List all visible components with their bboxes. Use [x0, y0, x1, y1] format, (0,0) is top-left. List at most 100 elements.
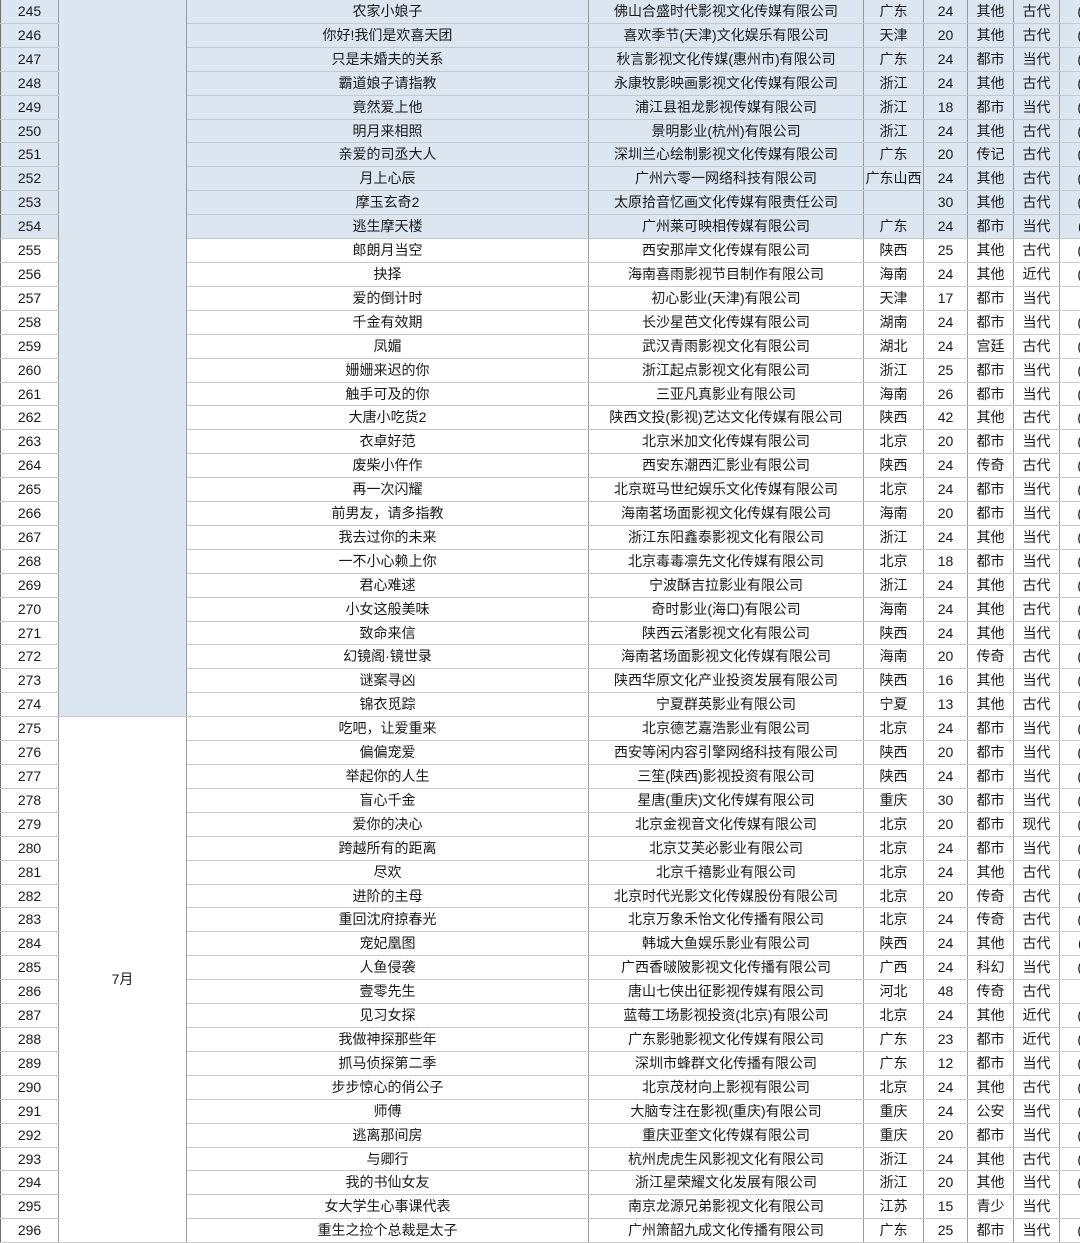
drama-title: 大唐小吃货2 — [187, 406, 589, 430]
era: 当代 — [1014, 788, 1060, 812]
drama-title: 师傅 — [187, 1099, 589, 1123]
production-company: 北京毒毒凛先文化传媒有限公司 — [589, 549, 864, 573]
episode-count: 24 — [924, 836, 968, 860]
genre: 都市 — [968, 765, 1014, 789]
genre: 其他 — [968, 597, 1014, 621]
production-company: 广州箫韶九成文化传播有限公司 — [589, 1219, 864, 1243]
production-company: 西安那岸文化传媒有限公司 — [589, 239, 864, 263]
era: 当代 — [1014, 525, 1060, 549]
license-number: (粤)网微剧审字(2023)第008号 — [1060, 167, 1080, 191]
license-number: (浙)网微剧审字(2023)第050号 — [1060, 95, 1080, 119]
province: 广东 — [864, 1051, 924, 1075]
drama-title: 亲爱的司丞大人 — [187, 143, 589, 167]
genre: 传奇 — [968, 908, 1014, 932]
episode-count: 17 — [924, 286, 968, 310]
production-company: 太原拾音忆画文化传媒有限责任公司 — [589, 191, 864, 215]
province: 陕西 — [864, 765, 924, 789]
row-index: 258 — [1, 310, 59, 334]
drama-title: 我的书仙女友 — [187, 1171, 589, 1195]
drama-title: 我做神探那些年 — [187, 1027, 589, 1051]
production-company: 北京艾芙必影业有限公司 — [589, 836, 864, 860]
drama-title: 月上心辰 — [187, 167, 589, 191]
province — [864, 191, 924, 215]
genre: 都市 — [968, 1027, 1014, 1051]
episode-count: 42 — [924, 406, 968, 430]
month-group-label: 7月 — [59, 717, 187, 1243]
province: 广东山西 — [864, 167, 924, 191]
genre: 传奇 — [968, 454, 1014, 478]
license-number: (浙)网微剧审字(2023)第056号 — [1060, 1171, 1080, 1195]
license-number: (渝)网微剧审字(2023)第003号 — [1060, 1099, 1080, 1123]
genre: 其他 — [968, 1147, 1014, 1171]
license-number: (琼)网微剧审字(2023)第033号 — [1060, 262, 1080, 286]
era: 当代 — [1014, 382, 1060, 406]
row-index: 266 — [1, 502, 59, 526]
drama-title: 进阶的主母 — [187, 884, 589, 908]
province: 广东 — [864, 143, 924, 167]
genre: 都市 — [968, 502, 1014, 526]
genre: 都市 — [968, 788, 1014, 812]
production-company: 大脑专注在影视(重庆)有限公司 — [589, 1099, 864, 1123]
row-index: 281 — [1, 860, 59, 884]
era: 古代 — [1014, 573, 1060, 597]
license-number: (浙)网微剧审字(2023)第055号 — [1060, 358, 1080, 382]
license-number: (渝)网微剧审字(2023)第002号 — [1060, 788, 1080, 812]
production-company: 海南茗场面影视文化传媒有限公司 — [589, 502, 864, 526]
row-index: 264 — [1, 454, 59, 478]
episode-count: 24 — [924, 860, 968, 884]
row-index: 262 — [1, 406, 59, 430]
episode-count: 24 — [924, 71, 968, 95]
production-company: 奇时影业(海口)有限公司 — [589, 597, 864, 621]
province: 浙江 — [864, 1171, 924, 1195]
production-company: 星唐(重庆)文化传媒有限公司 — [589, 788, 864, 812]
province: 宁夏 — [864, 693, 924, 717]
row-index: 250 — [1, 119, 59, 143]
row-index: 259 — [1, 334, 59, 358]
episode-count: 15 — [924, 1195, 968, 1219]
drama-title: 小女这般美味 — [187, 597, 589, 621]
era: 古代 — [1014, 454, 1060, 478]
license-number: (陕)网微剧审字(2023)第017号 — [1060, 621, 1080, 645]
province: 广东 — [864, 1219, 924, 1243]
era: 当代 — [1014, 286, 1060, 310]
province: 江苏 — [864, 1195, 924, 1219]
era: 当代 — [1014, 765, 1060, 789]
production-company: 武汉青雨影视文化有限公司 — [589, 334, 864, 358]
row-index: 292 — [1, 1123, 59, 1147]
era: 古代 — [1014, 334, 1060, 358]
province: 浙江 — [864, 573, 924, 597]
era: 古代 — [1014, 645, 1060, 669]
era: 古代 — [1014, 167, 1060, 191]
row-index: 270 — [1, 597, 59, 621]
drama-title: 吃吧，让爱重来 — [187, 717, 589, 741]
production-company: 广州六零一网络科技有限公司 — [589, 167, 864, 191]
episode-count: 24 — [924, 1099, 968, 1123]
drama-title: 壹零先生 — [187, 980, 589, 1004]
province: 海南 — [864, 502, 924, 526]
genre: 都市 — [968, 549, 1014, 573]
province: 浙江 — [864, 71, 924, 95]
province: 海南 — [864, 645, 924, 669]
drama-title: 尽欢 — [187, 860, 589, 884]
province: 广西 — [864, 956, 924, 980]
license-number: (陕)网微剧审字(2023)第011号 — [1060, 932, 1080, 956]
row-index: 248 — [1, 71, 59, 95]
era: 当代 — [1014, 430, 1060, 454]
production-company: 广州莱可映相传媒有限公司 — [589, 215, 864, 239]
genre: 其他 — [968, 693, 1014, 717]
month-group-blank — [59, 0, 187, 717]
genre: 其他 — [968, 1004, 1014, 1028]
drama-title: 明月来相照 — [187, 119, 589, 143]
episode-count: 24 — [924, 478, 968, 502]
genre: 青少 — [968, 1195, 1014, 1219]
production-company: 深圳市蜂群文化传播有限公司 — [589, 1051, 864, 1075]
era: 古代 — [1014, 239, 1060, 263]
episode-count: 12 — [924, 1051, 968, 1075]
genre: 传奇 — [968, 645, 1014, 669]
drama-title: 废柴小仵作 — [187, 454, 589, 478]
era: 古代 — [1014, 406, 1060, 430]
row-index: 247 — [1, 47, 59, 71]
row-index: 251 — [1, 143, 59, 167]
